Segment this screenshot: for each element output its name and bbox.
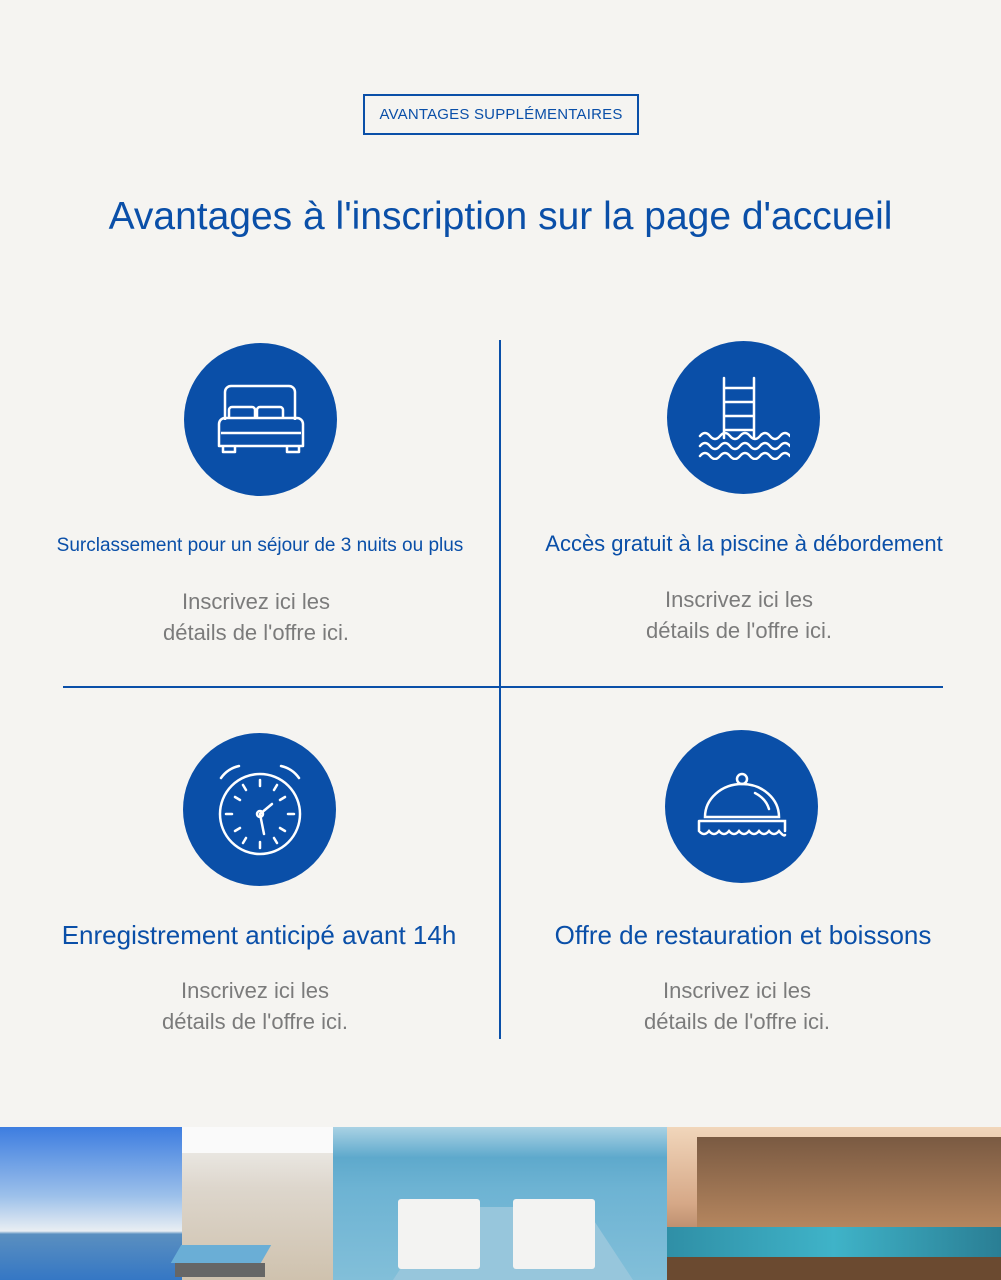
desc-line: Inscrivez ici les: [665, 587, 813, 612]
clock-icon: [183, 733, 336, 886]
benefit-title: Surclassement pour un séjour de 3 nuits …: [56, 535, 464, 556]
benefit-description: Inscrivez ici les détails de l'offre ici.: [489, 584, 989, 646]
benefit-description: Inscrivez ici les détails de l'offre ici.: [5, 975, 505, 1037]
desc-line: détails de l'offre ici.: [643, 1009, 830, 1034]
cloche-icon: [665, 730, 818, 883]
page-title: Avantages à l'inscription sur la page d'…: [108, 195, 893, 238]
benefit-description: Inscrivez ici les détails de l'offre ici.: [487, 975, 987, 1037]
desc-line: détails de l'offre ici.: [162, 620, 349, 645]
desc-line: Inscrivez ici les: [181, 978, 329, 1003]
benefit-title: Accès gratuit à la piscine à débordement: [545, 531, 943, 556]
benefit-title: Enregistrement anticipé avant 14h: [61, 920, 457, 950]
vertical-divider: [499, 340, 501, 1039]
infinity-pool-terrace-photo: [0, 1127, 334, 1280]
pool-loungers-photo: [333, 1127, 667, 1280]
desc-line: Inscrivez ici les: [663, 978, 811, 1003]
bed-icon: [184, 343, 337, 496]
desc-line: Inscrivez ici les: [182, 589, 330, 614]
desc-line: détails de l'offre ici.: [161, 1009, 348, 1034]
desc-line: détails de l'offre ici.: [645, 618, 832, 643]
horizontal-divider: [63, 686, 943, 688]
benefit-title: Offre de restauration et boissons: [554, 920, 932, 950]
section-badge: AVANTAGES SUPPLÉMENTAIRES: [363, 94, 639, 135]
cliffside-villa-photo: [667, 1127, 1001, 1280]
benefit-description: Inscrivez ici les détails de l'offre ici.: [6, 586, 506, 648]
pool-ladder-icon: [667, 341, 820, 494]
